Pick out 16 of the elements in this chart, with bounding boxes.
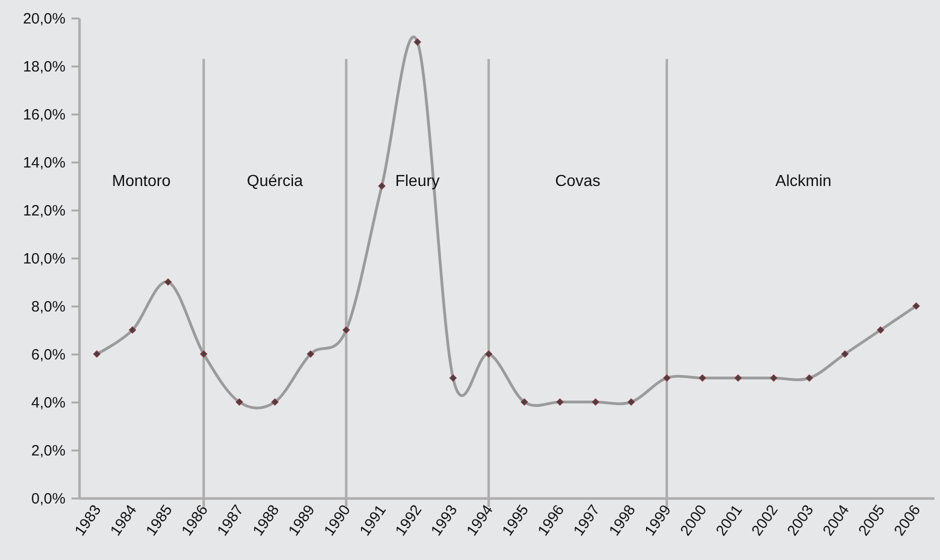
annotation: Covas xyxy=(555,173,600,190)
y-tick-label: 8,0% xyxy=(31,298,66,316)
y-tick-label: 2,0% xyxy=(31,442,66,460)
y-tick-label: 10,0% xyxy=(22,250,66,268)
y-tick-label: 18,0% xyxy=(22,58,66,76)
annotation: Fleury xyxy=(395,173,440,190)
annotation: Quércia xyxy=(246,173,304,190)
y-tick-label: 16,0% xyxy=(22,106,66,124)
annotation: Alckmin xyxy=(775,173,832,190)
y-tick-label: 0,0% xyxy=(31,490,66,508)
annotation: Montoro xyxy=(112,173,171,190)
y-tick-label: 12,0% xyxy=(22,202,66,220)
y-tick-label: 14,0% xyxy=(22,154,66,172)
y-tick-label: 20,0% xyxy=(22,10,66,28)
y-tick-label: 6,0% xyxy=(31,346,66,364)
y-tick-label: 4,0% xyxy=(31,394,66,412)
